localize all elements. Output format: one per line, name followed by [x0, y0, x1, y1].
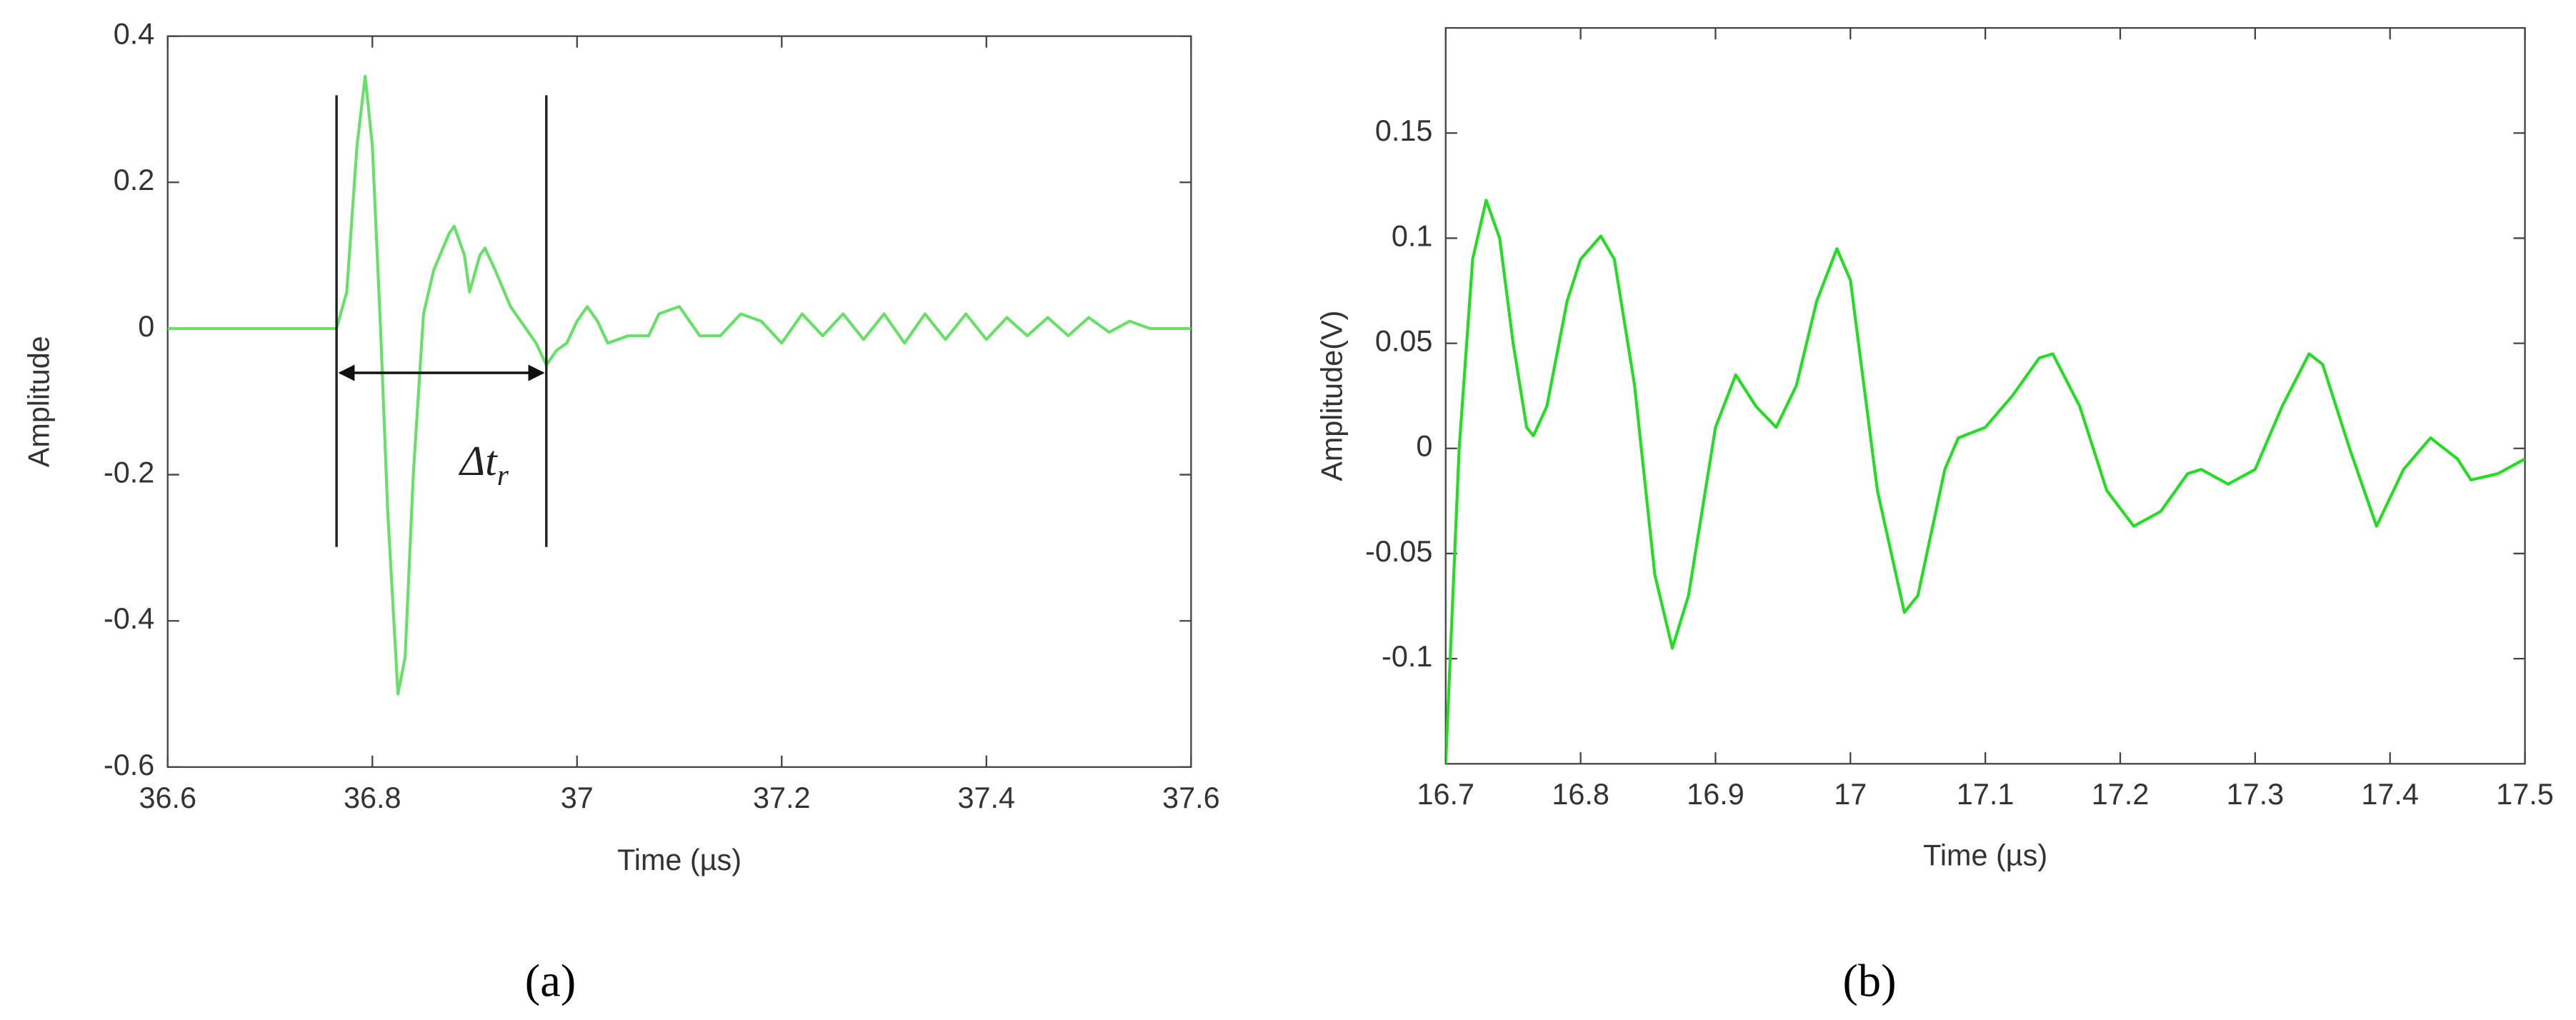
x-tick-label: 37.2 [753, 781, 811, 814]
x-tick-label: 16.9 [1687, 778, 1744, 811]
x-tick-label: 17 [1834, 778, 1867, 811]
x-tick-label: 37.6 [1162, 781, 1220, 814]
x-tick-label: 17.3 [2227, 778, 2285, 811]
x-tick-label: 37 [561, 781, 594, 814]
panel-label: (b) [1842, 955, 1896, 1006]
y-axis-label: Amplitude [23, 336, 56, 467]
y-tick-label: 0.1 [1392, 219, 1433, 252]
signal-line [1445, 199, 2525, 764]
x-tick-label: 36.6 [139, 781, 196, 814]
y-tick-label: -0.2 [104, 456, 154, 489]
y-tick-label: 0.15 [1375, 114, 1433, 147]
y-tick-label: 0.2 [114, 164, 155, 196]
x-tick-label: 17.4 [2361, 778, 2419, 811]
x-axis-label: Time (µs) [1923, 839, 2047, 871]
plot-frame [166, 35, 1192, 769]
y-tick-label: 0 [138, 310, 154, 343]
x-tick-label: 16.8 [1552, 778, 1609, 811]
annotation-subscript: r [497, 459, 509, 491]
y-tick-label: -0.1 [1382, 640, 1432, 673]
x-tick-label: 17.2 [2092, 778, 2150, 811]
x-tick-label: 16.7 [1417, 778, 1474, 811]
x-tick-label: 36.8 [344, 781, 401, 814]
y-tick-label: -0.6 [104, 749, 154, 781]
y-tick-label: 0.05 [1375, 325, 1433, 358]
y-axis-label: Amplitude(V) [1315, 311, 1348, 481]
x-tick-label: 17.1 [1957, 778, 2015, 811]
x-tick-label: 37.4 [958, 781, 1016, 814]
annotation-text: Δt [459, 436, 498, 484]
y-tick-label: 0 [1416, 430, 1432, 463]
signal-line [167, 74, 1192, 696]
x-tick-label: 17.5 [2496, 778, 2554, 811]
y-tick-label: -0.4 [104, 602, 154, 635]
y-tick-label: -0.05 [1365, 535, 1432, 568]
panel-label: (a) [525, 955, 576, 1006]
y-tick-label: 0.4 [114, 18, 155, 51]
x-axis-label: Time (µs) [617, 844, 742, 876]
annotation: Δtr [459, 436, 509, 491]
plot-frame [1444, 26, 2526, 765]
